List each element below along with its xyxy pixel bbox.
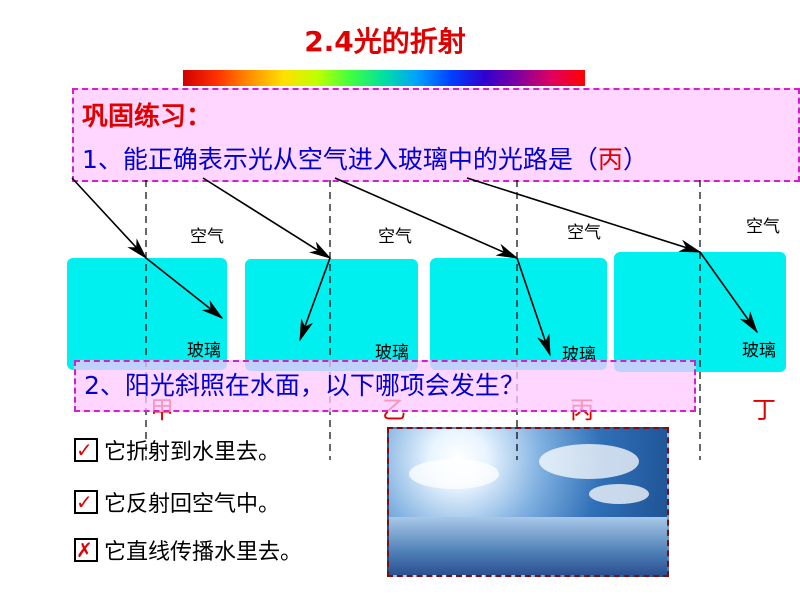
checkbox-checked[interactable]: ✓ <box>74 438 98 462</box>
glass-label-1: 玻璃 <box>187 341 221 361</box>
option-2[interactable]: ✓ 它反射回空气中。 <box>74 486 280 518</box>
checkbox-checked[interactable]: ✓ <box>74 490 98 514</box>
glass-block-2 <box>245 259 418 371</box>
incident-ray-4 <box>466 177 702 253</box>
refracted-ray-3 <box>516 257 551 357</box>
air-label-3: 空气 <box>567 223 601 243</box>
rainbow-bar <box>183 70 585 86</box>
question-1-answer: 丙 <box>597 145 623 174</box>
incident-ray-2 <box>202 177 332 259</box>
question-1-box <box>72 88 800 182</box>
glass-label-4: 玻璃 <box>742 341 776 361</box>
glass-block-3 <box>430 258 607 370</box>
option-3-label: 它直线传播水里去。 <box>104 540 303 565</box>
refracted-ray-2 <box>299 257 331 342</box>
air-label-1: 空气 <box>190 227 224 247</box>
refracted-ray-1 <box>145 257 224 319</box>
question-1-prompt: 1、能正确表示光从空气进入玻璃中的光路是（ <box>82 145 598 174</box>
air-label-2: 空气 <box>378 227 412 247</box>
question-2-box <box>74 360 696 412</box>
refracted-ray-4 <box>699 251 758 334</box>
glass-label-2: 玻璃 <box>375 343 409 363</box>
checkbox-crossed[interactable]: ✗ <box>74 538 98 562</box>
option-2-label: 它反射回空气中。 <box>104 492 281 517</box>
diagram-tag-4: 丁 <box>752 396 776 424</box>
air-label-4: 空气 <box>746 217 780 237</box>
question-2-text: 2、阳光斜照在水面，以下哪项会发生？ <box>84 371 525 400</box>
check-icon: ✓ <box>76 438 93 462</box>
check-icon: ✓ <box>76 490 93 514</box>
incident-ray-3 <box>334 177 519 259</box>
cross-icon: ✗ <box>76 538 93 562</box>
question-1-text: 1、能正确表示光从空气进入玻璃中的光路是（丙） <box>82 140 648 176</box>
glass-block-1 <box>67 258 227 370</box>
option-1[interactable]: ✓ 它折射到水里去。 <box>74 434 280 466</box>
exercise-heading: 巩固练习： <box>82 102 213 132</box>
sunlight-water-photo <box>387 427 669 577</box>
option-1-label: 它折射到水里去。 <box>104 440 281 465</box>
slide-title: 2.4光的折射 <box>304 25 466 58</box>
option-3[interactable]: ✗ 它直线传播水里去。 <box>74 534 302 566</box>
incident-ray-1 <box>71 177 148 260</box>
question-1-close: ） <box>622 145 648 174</box>
